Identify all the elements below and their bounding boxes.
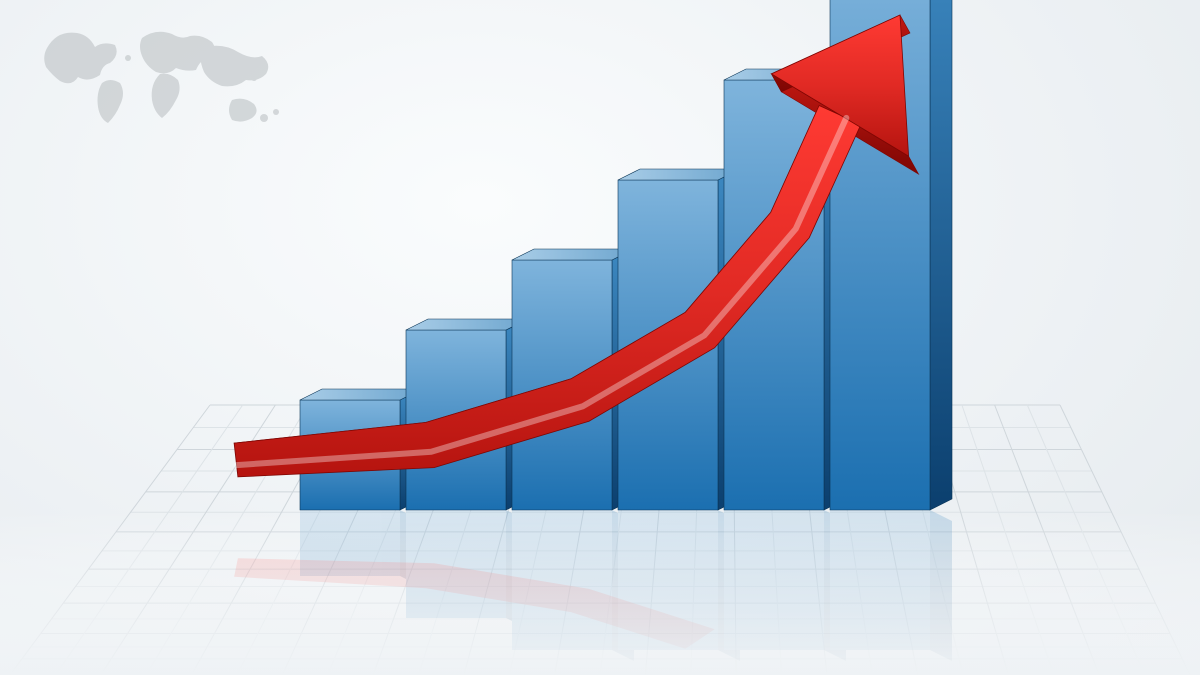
- growth-bar-chart: [0, 0, 1200, 675]
- infographic-stage: [0, 0, 1200, 675]
- reflection-fade: [0, 510, 1200, 675]
